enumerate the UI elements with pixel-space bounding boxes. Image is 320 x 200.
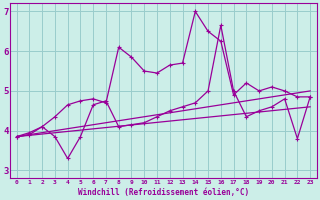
X-axis label: Windchill (Refroidissement éolien,°C): Windchill (Refroidissement éolien,°C) bbox=[78, 188, 249, 197]
